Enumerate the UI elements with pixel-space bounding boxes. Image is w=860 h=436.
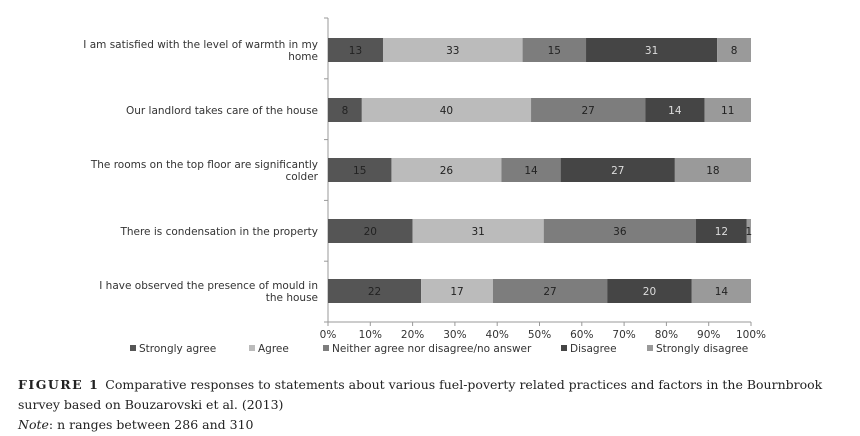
note-text: : n ranges between 286 and 310 [48,417,254,432]
legend-label: Agree [258,343,289,355]
data-label: 1 [746,226,753,238]
data-label: 31 [645,45,658,57]
data-label: 40 [440,105,453,117]
data-label: 14 [524,165,538,177]
x-tick-label: 50% [528,329,551,341]
data-label: 11 [721,105,734,117]
bar-segment [328,279,422,303]
bar-segment [531,98,646,122]
bar-segment [696,219,747,243]
data-label: 33 [446,45,459,57]
bar-segment [543,219,697,243]
data-label: 27 [581,105,594,117]
data-label: 31 [471,226,484,238]
data-label: 36 [613,226,627,238]
data-label: 22 [368,286,381,298]
data-label: 27 [543,286,556,298]
note-label: Note [18,417,49,432]
x-tick-label: 10% [359,329,382,341]
stacked-bar-chart: 0% 10% 20% 30% 40% 50% 60% 70% 80% 90% 100% I am sa… [83,17,766,355]
legend-label: Neither agree nor disagree/no answer [332,343,532,355]
category-label: Our landlord takes care of the house [126,105,318,117]
x-tick-label: 80% [655,329,678,341]
caption-text: Comparative responses to statements abou… [18,377,823,412]
category-label: There is condensation in the property [119,226,318,238]
x-tick-label: 90% [697,329,720,341]
bar-segment [586,38,718,62]
data-label: 15 [353,165,366,177]
data-label: 13 [349,45,362,57]
bar-segment [328,158,392,182]
legend-swatch [647,345,653,351]
legend-swatch [130,345,136,351]
legend-swatch [323,345,329,351]
legend-label: Disagree [570,343,617,355]
bar-segment [391,158,502,182]
bar-segment [717,38,751,62]
bar-segment [522,38,587,62]
bar-segment [704,98,751,122]
bar-segment [328,38,383,62]
category-label: I am satisfied with the level of warmth … [83,39,318,63]
x-tick-label: 70% [612,329,635,341]
bar-segment [560,158,675,182]
data-label: 14 [668,105,682,117]
bar-segment [361,98,532,122]
bar-segment [746,219,751,243]
bar-segment [501,158,561,182]
data-label: 20 [643,286,656,298]
x-tick-label: 100% [736,329,766,341]
x-tick-label: 30% [443,329,466,341]
bar-segment [691,279,751,303]
bar-segment [645,98,705,122]
legend-swatch [249,345,255,351]
bar-segment [382,38,523,62]
data-label: 27 [611,165,624,177]
legend-swatch [561,345,567,351]
bar-segment [607,279,692,303]
data-label: 8 [731,45,738,57]
figure-label: FIGURE 1 [18,377,100,392]
legend-label: Strongly disagree [656,343,748,355]
bar-segment [492,279,608,303]
bar-segment [328,219,413,243]
category-label: I have observed the presence of mould in… [99,280,318,304]
data-label: 15 [548,45,561,57]
category-label: The rooms on the top floor are significa… [90,159,319,183]
data-label: 14 [715,286,729,298]
bar-segment [674,158,751,182]
data-label: 8 [342,105,349,117]
x-tick-label: 0% [320,329,337,341]
x-tick-label: 60% [570,329,593,341]
data-label: 18 [706,165,719,177]
figure-caption: FIGURE 1 Comparative responses to stateme… [18,375,848,435]
bar-segment [412,219,544,243]
x-tick-label: 20% [401,329,424,341]
data-label: 12 [715,226,728,238]
data-label: 26 [440,165,454,177]
data-label: 20 [364,226,377,238]
bar-segment [328,98,362,122]
bar-segment [421,279,493,303]
x-tick-label: 40% [486,329,509,341]
legend-label: Strongly agree [139,343,216,355]
data-label: 17 [450,286,463,298]
